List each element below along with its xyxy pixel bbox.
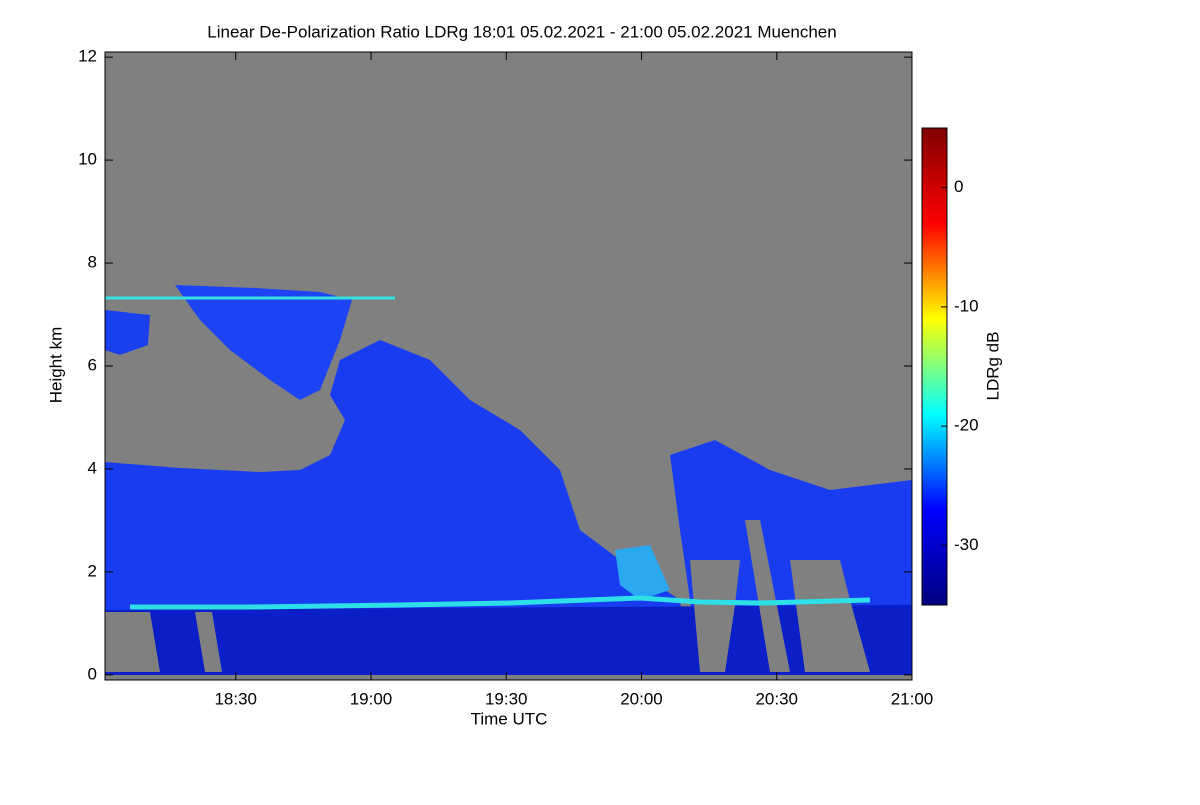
x-tick-label: 19:30 <box>485 689 528 708</box>
y-tick-label: 0 <box>88 664 97 683</box>
echo-region <box>105 340 690 675</box>
gap-region <box>195 612 222 672</box>
y-tick-label: 12 <box>78 47 97 66</box>
colorbar-tick-label: -10 <box>954 296 979 315</box>
colorbar-tick-label: 0 <box>954 177 963 196</box>
colorbar-tick-label: -30 <box>954 535 979 554</box>
echo-region <box>615 545 670 600</box>
melting-layer <box>130 595 871 610</box>
x-tick-label: 18:30 <box>214 689 257 708</box>
x-tick-label: 19:00 <box>350 689 393 708</box>
y-tick-label: 8 <box>88 253 97 272</box>
colorbar-tick-label: -20 <box>954 416 979 435</box>
echo-region <box>175 285 352 400</box>
y-tick-label: 2 <box>88 561 97 580</box>
chart-title: Linear De-Polarization Ratio LDRg 18:01 … <box>207 22 836 41</box>
gap-region <box>690 560 740 672</box>
gap-region <box>745 520 790 672</box>
echo-regions <box>105 285 912 675</box>
x-tick-label: 20:00 <box>620 689 663 708</box>
x-axis-label: Time UTC <box>471 709 548 728</box>
x-tick-label: 21:00 <box>891 689 934 708</box>
colorbar <box>921 127 948 606</box>
y-tick-label: 6 <box>88 355 97 374</box>
y-axis-label: Height km <box>46 327 65 404</box>
gap-region <box>790 560 870 672</box>
gap-region <box>105 612 160 672</box>
colorbar-label: LDRg dB <box>983 332 1002 401</box>
echo-region <box>105 605 912 675</box>
y-tick-label: 4 <box>88 458 97 477</box>
x-tick-label: 20:30 <box>755 689 798 708</box>
y-tick-label: 10 <box>78 150 97 169</box>
echo-region <box>105 310 150 355</box>
